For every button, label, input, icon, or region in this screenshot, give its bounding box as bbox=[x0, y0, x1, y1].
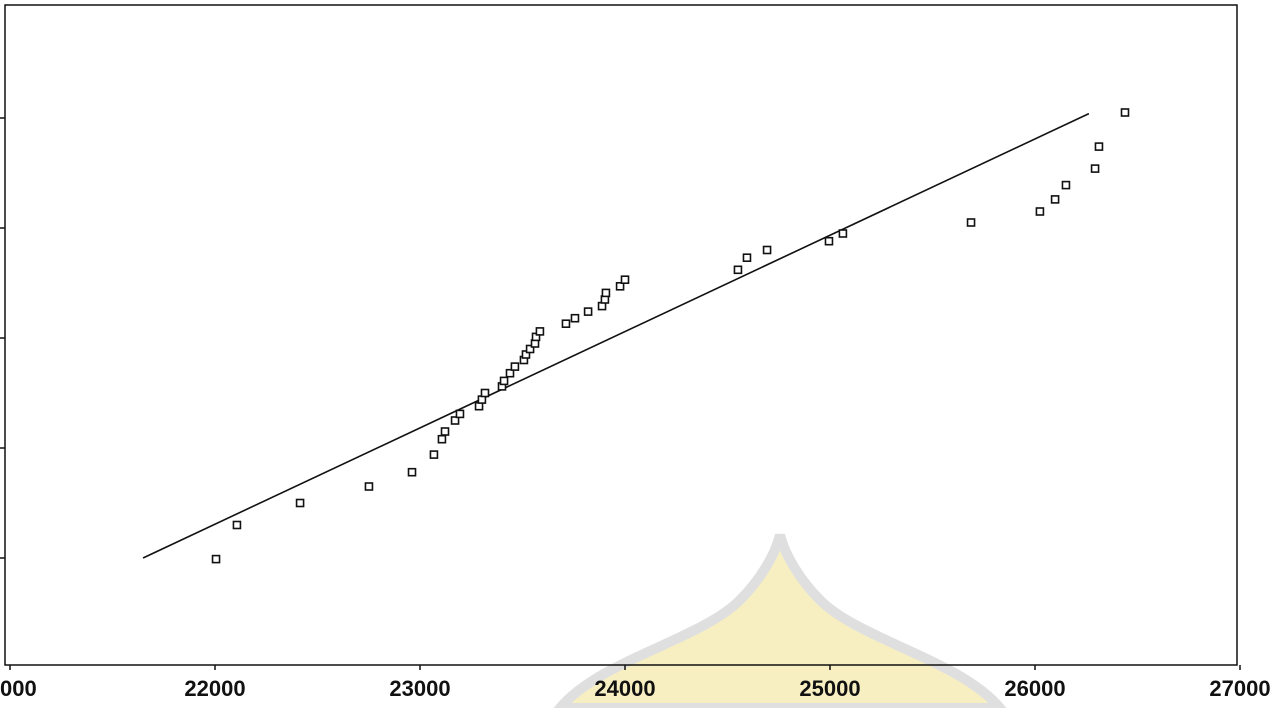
data-point bbox=[824, 236, 834, 246]
x-tick-label: 25000 bbox=[799, 676, 860, 701]
data-point bbox=[295, 498, 305, 508]
data-point bbox=[1035, 207, 1045, 216]
data-point bbox=[1061, 180, 1071, 190]
data-point bbox=[211, 554, 221, 564]
data-point bbox=[440, 427, 450, 436]
reference-line bbox=[142, 112, 1090, 559]
data-point bbox=[505, 368, 515, 378]
data-point bbox=[407, 467, 417, 477]
data-point bbox=[742, 253, 752, 262]
x-tick-label: 22000 bbox=[184, 676, 245, 701]
data-point bbox=[499, 376, 509, 386]
data-point bbox=[762, 245, 772, 255]
data-point bbox=[838, 229, 848, 238]
data-point bbox=[455, 409, 465, 419]
data-point bbox=[1120, 108, 1130, 117]
data-point bbox=[1050, 195, 1060, 204]
x-tick-label: 26000 bbox=[1004, 676, 1065, 701]
x-tick-label: 000 bbox=[0, 676, 37, 701]
data-point bbox=[429, 450, 439, 459]
data-point bbox=[510, 362, 520, 371]
x-tick-label: 23000 bbox=[389, 676, 450, 701]
x-tick-label: 24000 bbox=[594, 676, 655, 701]
data-point bbox=[733, 265, 743, 275]
data-point bbox=[583, 307, 593, 316]
data-point bbox=[620, 275, 630, 285]
data-point bbox=[450, 416, 460, 425]
plot-frame bbox=[4, 4, 1238, 666]
data-point bbox=[535, 327, 545, 336]
data-point bbox=[1090, 164, 1100, 173]
data-point bbox=[480, 388, 490, 398]
data-point bbox=[437, 434, 447, 444]
data-point bbox=[570, 313, 580, 323]
x-tick-label: 27000 bbox=[1209, 676, 1270, 701]
data-point bbox=[1094, 142, 1104, 151]
data-point bbox=[232, 520, 242, 530]
data-point bbox=[601, 288, 611, 298]
data-point bbox=[561, 319, 571, 329]
data-point bbox=[364, 482, 374, 491]
data-point bbox=[966, 218, 976, 227]
data-point bbox=[525, 344, 535, 354]
data-point bbox=[615, 281, 625, 291]
